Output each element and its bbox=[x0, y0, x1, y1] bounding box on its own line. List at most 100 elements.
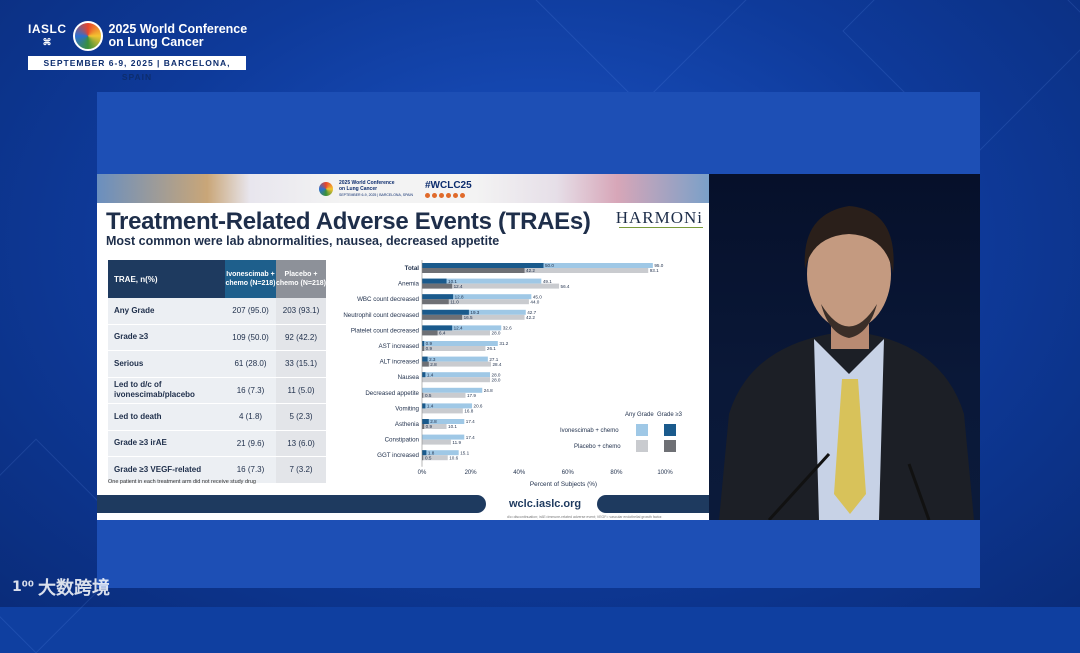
conference-title-line1: 2025 World Conference bbox=[108, 22, 248, 36]
bar-ivo-any bbox=[422, 325, 502, 331]
bar-pbo-g3 bbox=[422, 361, 429, 367]
table-header: Placebo + chemo (N=218) bbox=[276, 260, 326, 298]
data-label: 49.1 bbox=[543, 279, 552, 284]
bar-pbo-any bbox=[422, 268, 649, 273]
category-label: Platelet count decreased bbox=[351, 327, 420, 334]
data-label: 0.5 bbox=[425, 455, 432, 460]
bar-ivo-any bbox=[422, 403, 473, 409]
bar-pbo-any bbox=[422, 346, 486, 351]
data-label: 26.1 bbox=[487, 346, 496, 351]
x-tick-label: 60% bbox=[562, 470, 575, 476]
social-icon bbox=[438, 193, 444, 198]
bar-pbo-g3 bbox=[422, 392, 424, 398]
data-label: 28.0 bbox=[492, 377, 501, 382]
row-label: Grade ≥3 VEGF-related bbox=[108, 456, 225, 484]
cell-ivo: 16 (7.3) bbox=[225, 456, 276, 484]
social-icon bbox=[459, 193, 465, 198]
data-label: 28.0 bbox=[492, 372, 501, 377]
bar-ivo-any bbox=[422, 356, 488, 362]
bar-ivo-any bbox=[422, 419, 465, 424]
legend-header-g3: Grade ≥3 bbox=[657, 412, 682, 418]
table-row: Grade ≥3 109 (50.0) 92 (42.2) bbox=[108, 324, 326, 351]
data-label: 0.5 bbox=[425, 393, 432, 398]
speaker-video bbox=[709, 174, 980, 520]
table-row: Serious 61 (28.0) 33 (15.1) bbox=[108, 350, 326, 378]
banner-logo-line2: on Lung Cancer bbox=[339, 186, 378, 192]
category-label: AST increased bbox=[379, 343, 420, 350]
data-label: 11.9 bbox=[452, 440, 461, 445]
data-label: 12.4 bbox=[454, 326, 463, 331]
data-label: 6.4 bbox=[439, 331, 446, 336]
speaker-beard bbox=[821, 304, 877, 338]
data-label: 2.8 bbox=[430, 362, 437, 367]
legend-label-pbo: Placebo + chemo bbox=[574, 444, 621, 450]
data-label: 28.0 bbox=[492, 331, 501, 336]
presentation-slide: 2025 World Conference on Lung Cancer SEP… bbox=[97, 174, 709, 520]
watermark-text: 大数跨境 bbox=[38, 578, 111, 598]
row-label: Grade ≥3 bbox=[108, 324, 225, 351]
data-label: 2.8 bbox=[430, 419, 437, 424]
data-label: 56.4 bbox=[561, 284, 570, 289]
data-label: 93.1 bbox=[650, 268, 659, 273]
slide-footer-bar bbox=[597, 495, 709, 513]
conference-logo: IASLC ⌘ 2025 World Conference on Lung Ca… bbox=[28, 21, 247, 51]
data-label: 20.6 bbox=[474, 404, 483, 409]
data-label: 10.6 bbox=[449, 455, 458, 460]
speaker-tie bbox=[834, 379, 866, 514]
bar-pbo-any bbox=[422, 392, 466, 398]
cell-ivo: 207 (95.0) bbox=[225, 298, 276, 325]
data-label: 0.9 bbox=[426, 346, 433, 351]
watermark-logo-icon: 1⁰⁰ bbox=[12, 579, 35, 595]
bar-pbo-any bbox=[422, 299, 529, 305]
social-icons bbox=[424, 193, 472, 198]
social-icon bbox=[431, 193, 437, 198]
x-axis-label: Percent of Subjects (%) bbox=[530, 481, 597, 488]
bar-pbo-g3 bbox=[422, 299, 449, 305]
data-label: 32.6 bbox=[503, 326, 512, 331]
table-row: Led to death 4 (1.8) 5 (2.3) bbox=[108, 403, 326, 431]
table-row: Grade ≥3 irAE 21 (9.6) 13 (6.0) bbox=[108, 430, 326, 457]
data-label: 0.9 bbox=[426, 341, 433, 346]
bar-pbo-g3 bbox=[422, 455, 424, 461]
bar-pbo-g3 bbox=[422, 346, 425, 351]
bar-pbo-g3 bbox=[422, 330, 438, 336]
watermark: 1⁰⁰ 大数跨境 bbox=[12, 574, 110, 600]
banner-logo-text: 2025 World Conference on Lung Cancer SEP… bbox=[339, 180, 413, 198]
bar-pbo-any bbox=[422, 439, 451, 445]
banner-logo-dates: SEPTEMBER 6-9, 2025 | BARCELONA, SPAIN bbox=[339, 193, 413, 197]
data-label: 44.0 bbox=[530, 299, 539, 304]
social-icon bbox=[452, 193, 458, 198]
conference-url: wclc.iaslc.org bbox=[509, 498, 582, 510]
bar-pbo-any bbox=[422, 408, 463, 414]
speaker-face bbox=[807, 218, 891, 330]
x-tick-label: 0% bbox=[418, 470, 427, 476]
bar-pbo-any bbox=[422, 314, 525, 320]
banner-logo: 2025 World Conference on Lung Cancer SEP… bbox=[319, 180, 472, 198]
conference-title-line2: on Lung Cancer bbox=[108, 35, 204, 49]
bar-ivo-g3 bbox=[422, 263, 544, 268]
bar-pbo-g3 bbox=[422, 268, 525, 273]
social-icon bbox=[445, 193, 451, 198]
data-label: 27.1 bbox=[489, 357, 498, 362]
data-label: 95.0 bbox=[654, 263, 663, 268]
category-label: Constipation bbox=[385, 437, 420, 444]
data-label: 15.1 bbox=[460, 450, 469, 455]
banner-logo-line1: 2025 World Conference bbox=[339, 180, 395, 186]
slide-title: Treatment-Related Adverse Events (TRAEs) bbox=[106, 208, 591, 235]
bar-pbo-any bbox=[422, 377, 491, 383]
bar-ivo-g3 bbox=[422, 309, 469, 315]
category-label: Vomiting bbox=[395, 405, 419, 412]
category-label: Anemia bbox=[398, 281, 420, 288]
data-label: 16.5 bbox=[464, 315, 473, 320]
banner-hashtag: #WCLC25 bbox=[424, 180, 472, 191]
row-label: Serious bbox=[108, 350, 225, 378]
x-tick-label: 100% bbox=[657, 470, 673, 476]
category-label: Decreased appetite bbox=[365, 390, 419, 397]
table-header-row: TRAE, n(%) Ivonescimab + chemo (N=218) P… bbox=[108, 260, 326, 298]
data-label: 10.1 bbox=[448, 279, 457, 284]
bar-pbo-g3 bbox=[422, 283, 453, 289]
cell-pbo: 92 (42.2) bbox=[276, 324, 326, 351]
data-label: 42.2 bbox=[526, 268, 535, 273]
table-row: Any Grade 207 (95.0) 203 (93.1) bbox=[108, 298, 326, 325]
bar-ivo-any bbox=[422, 309, 526, 315]
